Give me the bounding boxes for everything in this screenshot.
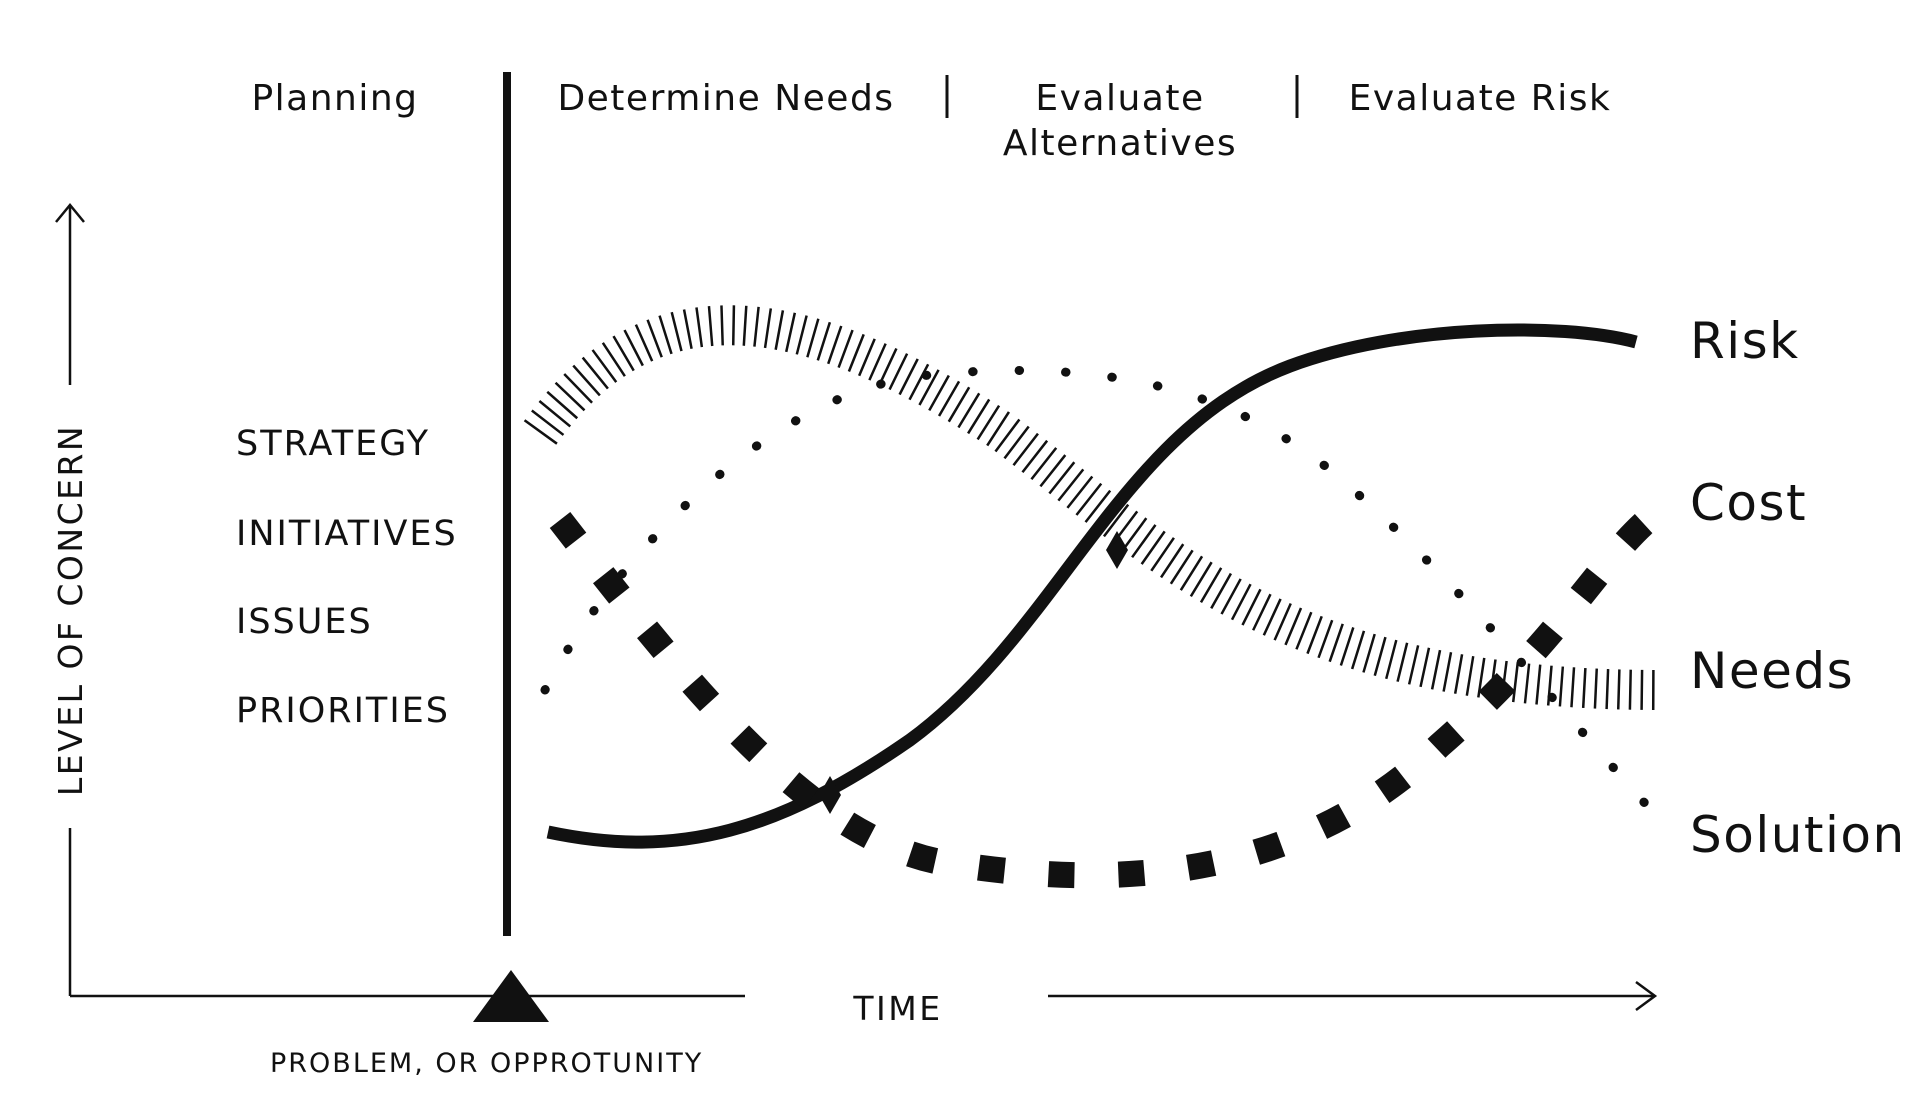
category-strategy: STRATEGY [236, 424, 430, 464]
problem-marker-triangle [473, 970, 549, 1022]
risk-curve [546, 323, 1638, 849]
category-initiatives: INITIATIVES [236, 514, 458, 554]
problem-marker-label: PROBLEM, OR OPPROTUNITY [270, 1048, 703, 1079]
needs-curve [523, 305, 1661, 710]
series-label-needs: Needs [1690, 642, 1854, 700]
x-axis-arrowhead [1635, 980, 1658, 1012]
series-label-risk: Risk [1690, 312, 1800, 370]
series-label-cost: Cost [1690, 474, 1807, 532]
solution-curve [540, 365, 1665, 825]
y-axis-arrowhead [55, 203, 85, 223]
x-axis-label: TIME [852, 989, 942, 1028]
y-axis-label: LEVEL OF CONCERN [51, 424, 90, 796]
phase-evaluate-alternatives-line1: Evaluate [1035, 78, 1204, 119]
phase-evaluate-risk: Evaluate Risk [1349, 78, 1612, 119]
phase-planning: Planning [251, 78, 418, 119]
category-issues: ISSUES [236, 602, 373, 642]
category-priorities: PRIORITIES [236, 691, 450, 731]
phase-evaluate-alternatives-line2: Alternatives [1003, 123, 1237, 164]
series-label-solution: Solution [1690, 806, 1906, 864]
risk-curve-marker-2 [1106, 531, 1128, 569]
cost-curve [549, 508, 1659, 889]
risk-curve-marker-1 [819, 776, 841, 814]
phase-determine-needs: Determine Needs [557, 78, 894, 119]
